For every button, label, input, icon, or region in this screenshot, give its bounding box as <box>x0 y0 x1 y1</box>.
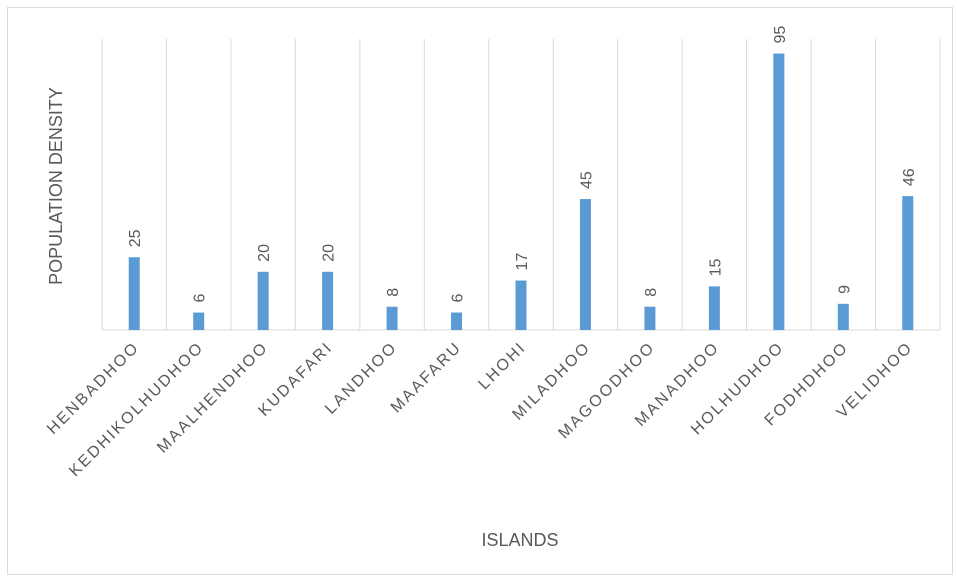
data-label: 8 <box>385 288 402 297</box>
gridlines <box>101 39 941 330</box>
data-label: 17 <box>514 253 531 271</box>
bar-holhudhoo <box>773 53 785 331</box>
bar-magoodhoo <box>644 306 656 330</box>
x-tick-label: LHOHI <box>475 339 529 393</box>
bar-landhoo <box>386 306 398 330</box>
data-label: 95 <box>772 26 789 44</box>
x-tick-label: KEDHIKOLHUDHOO <box>66 339 207 480</box>
data-labels: 25 6 20 20 8 6 17 45 8 15 95 9 46 <box>127 26 918 303</box>
data-label: 46 <box>901 168 918 186</box>
x-axis-title: ISLANDS <box>481 530 558 550</box>
data-label: 6 <box>192 294 209 303</box>
data-label: 8 <box>643 288 660 297</box>
data-label: 20 <box>256 244 273 262</box>
bar-miladhoo <box>579 199 591 330</box>
bar-maafaru <box>451 312 463 330</box>
bars <box>128 53 914 331</box>
y-axis-title: POPULATION DENSITY <box>46 87 66 285</box>
bar-fodhdhoo <box>837 303 849 330</box>
bar-lhohi <box>515 280 527 330</box>
data-label: 20 <box>321 244 338 262</box>
data-label: 15 <box>707 258 724 276</box>
bar-kudafari <box>322 271 334 330</box>
data-label: 6 <box>450 294 467 303</box>
bar-velidhoo <box>902 196 914 330</box>
x-tick-labels: HENBADHOOKEDHIKOLHUDHOOMAALHENDHOOKUDAFA… <box>44 339 916 480</box>
data-label: 9 <box>836 285 853 294</box>
data-label: 45 <box>578 171 595 189</box>
bar-kedhikolhudhoo <box>193 312 205 330</box>
data-label: 25 <box>127 229 144 247</box>
bar-manadhoo <box>708 286 720 330</box>
x-tick-label: MAALHENDHOO <box>154 339 272 457</box>
bar-maalhendhoo <box>257 271 269 330</box>
chart-frame <box>7 7 953 575</box>
bar-henbadhoo <box>128 257 140 330</box>
